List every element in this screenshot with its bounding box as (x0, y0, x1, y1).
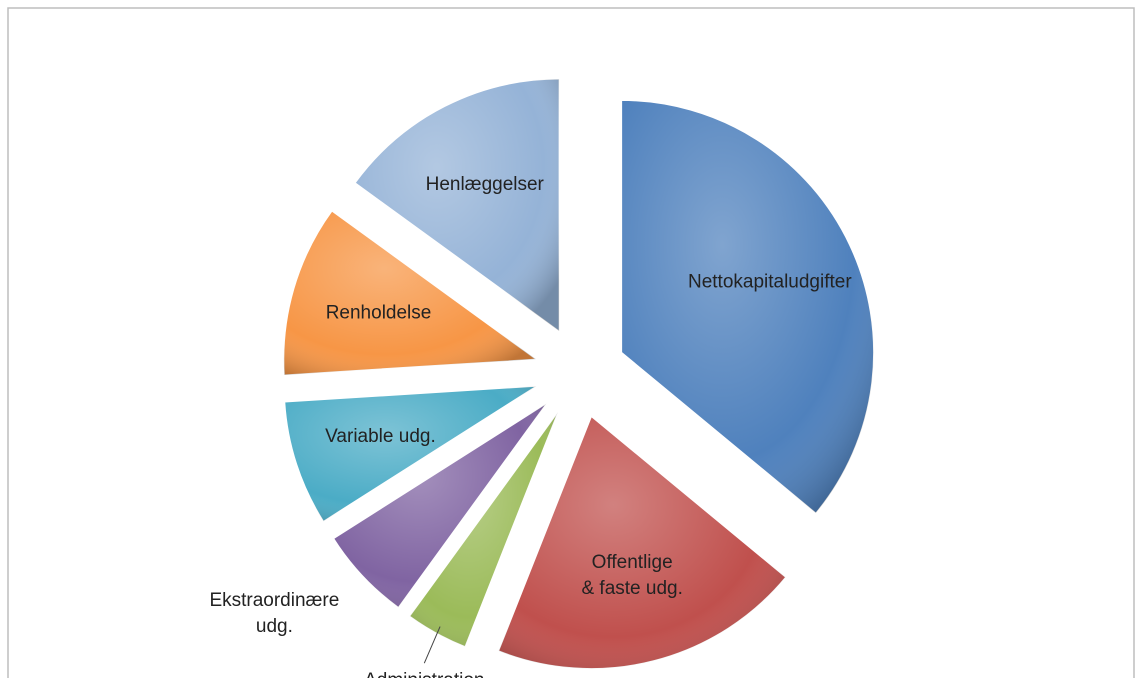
label-line: Ekstraordinære (209, 590, 339, 611)
slice-shade (409, 412, 558, 647)
slice-shade (621, 100, 874, 514)
slice-label: Ekstraordinære udg. (209, 590, 339, 637)
slice-shade (355, 79, 560, 332)
slice-label: Nettokapitaludgifter (688, 272, 852, 293)
label-line: Offentlige (592, 552, 673, 573)
slice-label: Henlæggelser (426, 174, 545, 195)
label-line: & faste udg. (581, 578, 682, 599)
slice-label: Offentlige & faste udg. (581, 552, 682, 599)
slice-shade (283, 211, 536, 375)
slice-shade (284, 386, 537, 522)
slice-label: Variable udg. (325, 426, 436, 447)
label-line: udg. (256, 616, 293, 637)
leader-line (423, 626, 441, 664)
slice-shade (333, 403, 547, 608)
slice-label: Renholdelse (326, 302, 432, 323)
slice-label: Administration (364, 670, 484, 678)
slice-shade (498, 416, 786, 669)
